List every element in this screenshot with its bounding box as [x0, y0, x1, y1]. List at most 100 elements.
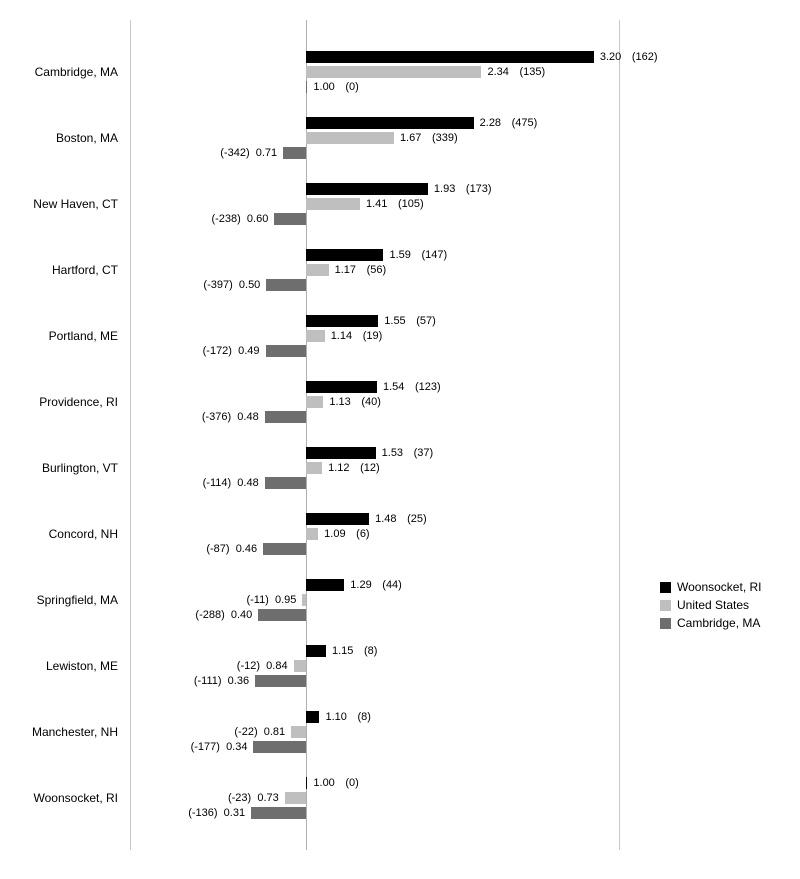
bar: [263, 543, 306, 555]
bar-paren-label: (44): [382, 579, 402, 591]
bar-value-label: 1.67: [400, 132, 421, 144]
bar: [306, 462, 322, 474]
plot-area: 3.20(162)2.34(135)1.00(0)2.28(475)1.67(3…: [130, 20, 620, 850]
category-label: New Haven, CT: [0, 197, 118, 211]
bar-paren-label: (25): [407, 513, 427, 525]
bar-value-label: 1.48: [375, 513, 396, 525]
bar-paren-label: (-238): [211, 213, 240, 225]
bar-left-labels: (-12) 0.84: [237, 660, 288, 672]
bar: [253, 741, 306, 753]
bar: [306, 396, 323, 408]
bar-paren-label: (0): [345, 81, 358, 93]
bar: [265, 411, 307, 423]
bar-value-label: 1.00: [313, 777, 334, 789]
bar: [306, 66, 481, 78]
bar-value-label: 1.14: [331, 330, 352, 342]
bar-value-label: 1.55: [384, 315, 405, 327]
bar-paren-label: (147): [421, 249, 447, 261]
bar-value-label: 0.34: [226, 741, 247, 753]
bar-value-label: 1.15: [332, 645, 353, 657]
legend-label: Cambridge, MA: [677, 616, 760, 630]
bar-value-label: 3.20: [600, 51, 621, 63]
bar-value-label: 0.50: [239, 279, 260, 291]
bar-value-label: 2.28: [480, 117, 501, 129]
bar: [306, 183, 428, 195]
category-label: Woonsocket, RI: [0, 791, 118, 805]
bar-paren-label: (-177): [191, 741, 220, 753]
bar-value-label: 0.73: [257, 792, 278, 804]
bar-value-label: 0.46: [236, 543, 257, 555]
bar: [306, 249, 383, 261]
legend-swatch: [660, 582, 671, 593]
bar-value-label: 1.09: [324, 528, 345, 540]
bar-paren-label: (-172): [203, 345, 232, 357]
bar-paren-label: (-87): [206, 543, 229, 555]
legend-swatch: [660, 618, 671, 629]
bar-paren-label: (-111): [194, 675, 222, 687]
bar-left-labels: (-22) 0.81: [234, 726, 285, 738]
zero-line: [306, 20, 307, 850]
bar: [258, 609, 306, 621]
bar-paren-label: (339): [432, 132, 458, 144]
bar: [265, 477, 307, 489]
bar-paren-label: (135): [519, 66, 545, 78]
bar-value-label: 1.10: [325, 711, 346, 723]
bar: [294, 660, 307, 672]
bar-paren-label: (-376): [202, 411, 231, 423]
category-label: Concord, NH: [0, 527, 118, 541]
category-label: Springfield, MA: [0, 593, 118, 607]
bar-paren-label: (19): [363, 330, 383, 342]
bar-value-label: 1.17: [335, 264, 356, 276]
bar-paren-label: (123): [415, 381, 441, 393]
bar-left-labels: (-288) 0.40: [195, 609, 252, 621]
bar-paren-label: (475): [512, 117, 538, 129]
bar-value-label: 1.53: [382, 447, 403, 459]
bar: [306, 132, 394, 144]
bar-paren-label: (8): [357, 711, 370, 723]
bar-left-labels: (-87) 0.46: [206, 543, 257, 555]
bar: [306, 528, 318, 540]
bar-value-label: 0.31: [224, 807, 245, 819]
bar: [251, 807, 306, 819]
bar-left-labels: (-11) 0.95: [246, 594, 296, 606]
bar: [306, 381, 377, 393]
bar: [266, 279, 306, 291]
bar: [306, 264, 328, 276]
bar-paren-label: (40): [361, 396, 381, 408]
bar-paren-label: (105): [398, 198, 424, 210]
bar-value-label: 1.00: [313, 81, 334, 93]
bar-value-label: 1.12: [328, 462, 349, 474]
bar-value-label: 1.29: [350, 579, 371, 591]
bar-value-label: 1.41: [366, 198, 387, 210]
category-label: Portland, ME: [0, 329, 118, 343]
bar-left-labels: (-136) 0.31: [188, 807, 245, 819]
legend-item: Cambridge, MA: [660, 616, 761, 630]
category-label: Lewiston, ME: [0, 659, 118, 673]
bar-paren-label: (-12): [237, 660, 260, 672]
bar-paren-label: (-23): [228, 792, 251, 804]
bar: [306, 51, 593, 63]
legend-item: Woonsocket, RI: [660, 580, 761, 594]
category-label: Manchester, NH: [0, 725, 118, 739]
bar-value-label: 0.84: [266, 660, 287, 672]
bar: [283, 147, 306, 159]
bar-left-labels: (-114) 0.48: [203, 477, 259, 489]
bar: [306, 711, 319, 723]
bar-value-label: 1.93: [434, 183, 455, 195]
bar-left-labels: (-342) 0.71: [220, 147, 277, 159]
bar: [274, 213, 306, 225]
bar-value-label: 0.49: [238, 345, 259, 357]
bar-value-label: 0.95: [275, 594, 296, 606]
bar-paren-label: (0): [345, 777, 358, 789]
bar-left-labels: (-397) 0.50: [203, 279, 260, 291]
bar-left-labels: (-376) 0.48: [202, 411, 259, 423]
bar-paren-label: (6): [356, 528, 369, 540]
bar-value-label: 0.81: [264, 726, 285, 738]
bar-value-label: 0.60: [247, 213, 268, 225]
bar-paren-label: (-136): [188, 807, 217, 819]
bar-paren-label: (57): [416, 315, 436, 327]
bar: [266, 345, 307, 357]
bar-paren-label: (-288): [195, 609, 224, 621]
bar-paren-label: (-342): [220, 147, 249, 159]
bar-value-label: 1.54: [383, 381, 404, 393]
